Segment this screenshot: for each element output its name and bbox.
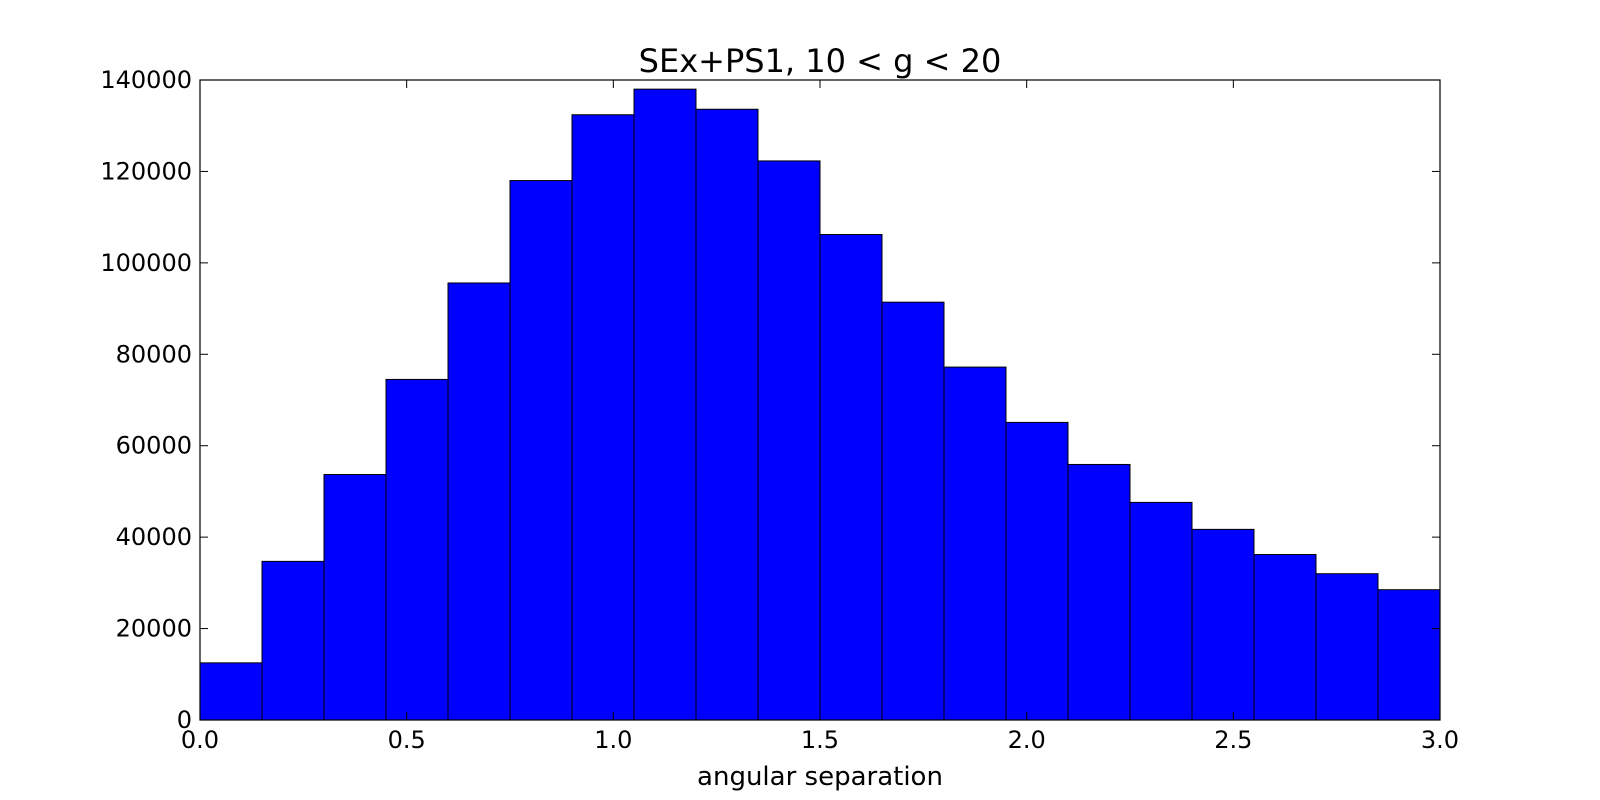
- y-tick-label: 80000: [116, 340, 192, 368]
- x-tick-label: 2.0: [1008, 726, 1046, 754]
- histogram-bar: [261, 560, 325, 721]
- x-tick-label: 3.0: [1421, 726, 1459, 754]
- y-tick-label: 140000: [100, 66, 192, 94]
- histogram-bar: [1253, 554, 1317, 721]
- histogram-bar: [509, 180, 573, 721]
- y-tick-label: 60000: [116, 432, 192, 460]
- histogram-bar: [881, 301, 945, 721]
- y-tick-label: 0: [177, 706, 192, 734]
- histogram-bar: [943, 366, 1007, 721]
- x-axis-label: angular separation: [697, 762, 943, 792]
- x-tick-label: 1.0: [594, 726, 632, 754]
- histogram-bar: [1315, 573, 1379, 721]
- bars-group: [199, 88, 1441, 721]
- histogram-bar: [819, 234, 883, 721]
- histogram-bar: [1129, 501, 1193, 721]
- histogram-bar: [1067, 463, 1131, 721]
- histogram-bar: [199, 662, 263, 721]
- x-tick-label: 0.0: [181, 726, 219, 754]
- y-tick-labels: 0 20000 40000 60000 80000 100000 120000 140000: [100, 66, 192, 734]
- chart-title: SEx+PS1, 10 < g < 20: [639, 42, 1002, 80]
- histogram-bar: [1191, 528, 1255, 721]
- x-tick-label: 0.5: [388, 726, 426, 754]
- histogram-bar: [633, 88, 697, 721]
- y-tick-label: 20000: [116, 615, 192, 643]
- x-tick-label: 1.5: [801, 726, 839, 754]
- histogram-bar: [447, 282, 511, 721]
- y-tick-label: 120000: [100, 157, 192, 185]
- histogram-bar: [1005, 421, 1069, 721]
- histogram-bar: [1377, 589, 1441, 721]
- histogram-bar: [757, 160, 821, 721]
- x-tick-label: 2.5: [1214, 726, 1252, 754]
- y-tick-label: 40000: [116, 523, 192, 551]
- plot-frame: [199, 79, 1441, 721]
- x-tick-labels: 0.0 0.5 1.0 1.5 2.0 2.5 3.0: [181, 726, 1459, 754]
- histogram-bar: [385, 378, 449, 721]
- histogram-bar: [571, 114, 635, 721]
- histogram-bar: [323, 474, 387, 721]
- histogram-bar: [695, 108, 759, 721]
- y-tick-label: 100000: [100, 249, 192, 277]
